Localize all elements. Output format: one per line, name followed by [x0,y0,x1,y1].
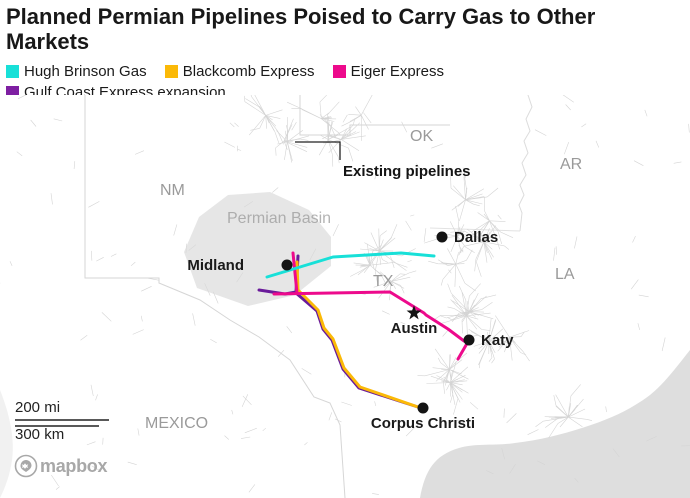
svg-text:mapbox: mapbox [40,456,108,476]
svg-text:Dallas: Dallas [454,229,498,246]
svg-text:LA: LA [555,266,575,283]
svg-text:NM: NM [160,182,185,199]
svg-text:MEXICO: MEXICO [145,415,208,432]
svg-text:Corpus Christi: Corpus Christi [371,415,475,432]
svg-text:Existing pipelines: Existing pipelines [343,163,471,180]
svg-text:Permian Basin: Permian Basin [227,210,331,227]
svg-text:200 mi: 200 mi [15,399,60,416]
svg-text:Katy: Katy [481,332,514,349]
svg-text:TX: TX [373,273,394,290]
svg-text:Austin: Austin [391,320,438,337]
svg-text:OK: OK [410,128,433,145]
svg-text:300 km: 300 km [15,426,64,443]
svg-text:Midland: Midland [187,257,244,274]
svg-text:AR: AR [560,156,582,173]
